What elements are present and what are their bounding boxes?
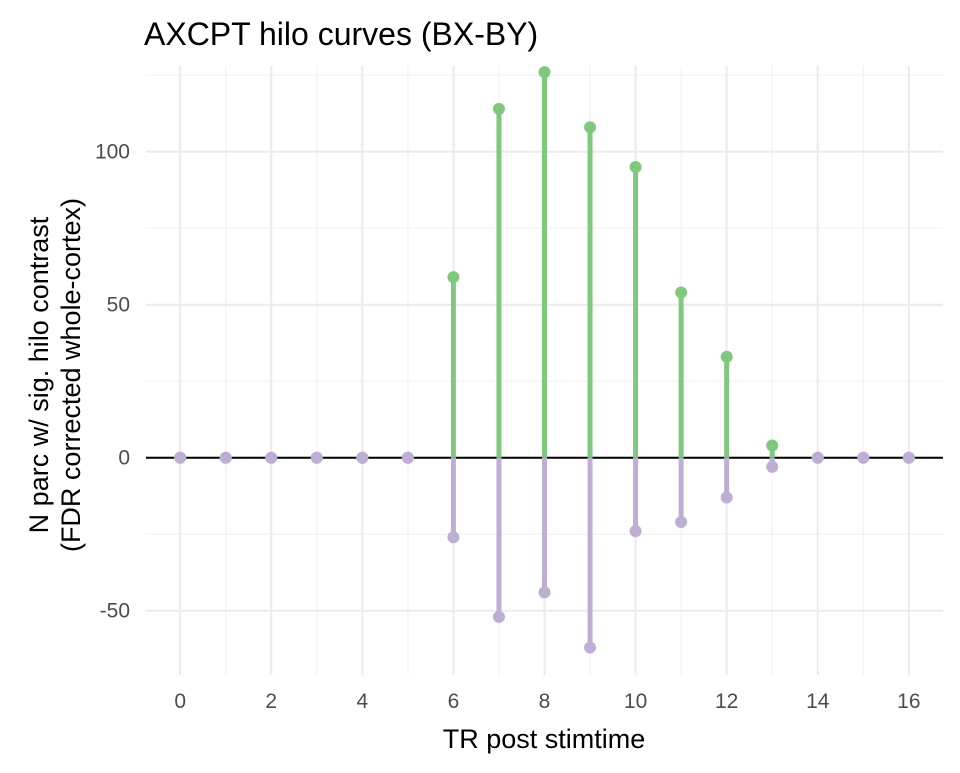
data-point	[584, 641, 597, 654]
series-1-stems	[450, 72, 775, 458]
data-point	[629, 525, 642, 538]
x-axis-tick-labels: 0 2 4 6 8 10 12 14 16	[174, 690, 920, 713]
y-tick-label: -50	[100, 600, 130, 623]
data-point	[356, 451, 369, 464]
y-tick-label: 0	[118, 447, 130, 470]
x-tick-label: 6	[448, 690, 460, 713]
data-point	[629, 160, 642, 173]
x-tick-label: 0	[174, 690, 186, 713]
x-tick-label: 8	[539, 690, 551, 713]
y-axis-tick-labels: -50 0 50 100	[95, 141, 130, 623]
data-point	[401, 451, 414, 464]
data-point	[492, 610, 505, 623]
data-point	[310, 451, 323, 464]
x-tick-label: 4	[356, 690, 368, 713]
chart-title: AXCPT hilo curves (BX-BY)	[144, 16, 538, 52]
y-axis-title-line-1: N parc w/ sig. hilo contrast	[24, 216, 54, 533]
data-point	[492, 102, 505, 115]
y-tick-label: 100	[95, 141, 130, 164]
data-point	[538, 66, 551, 79]
x-tick-label: 14	[806, 690, 830, 713]
data-point	[720, 350, 733, 363]
data-point	[720, 491, 733, 504]
data-point	[766, 439, 779, 452]
data-point	[811, 451, 824, 464]
x-tick-label: 2	[265, 690, 277, 713]
x-tick-label: 10	[624, 690, 647, 713]
y-tick-label: 50	[107, 294, 130, 317]
data-point	[447, 531, 460, 544]
x-tick-label: 12	[715, 690, 738, 713]
series-2-stems	[450, 457, 775, 648]
data-marks	[174, 66, 915, 654]
data-point	[447, 271, 460, 284]
data-point	[766, 460, 779, 473]
data-point	[219, 451, 232, 464]
y-axis-title-line-2: (FDR corrected whole-cortex)	[56, 198, 86, 552]
x-axis-title: TR post stimtime	[443, 724, 646, 754]
data-point	[584, 121, 597, 134]
data-point	[675, 515, 688, 528]
data-point	[675, 286, 688, 299]
series-2-points	[174, 451, 915, 654]
data-point	[902, 451, 915, 464]
data-point	[265, 451, 278, 464]
x-tick-label: 16	[897, 690, 920, 713]
data-point	[538, 586, 551, 599]
data-point	[174, 451, 187, 464]
data-point	[857, 451, 870, 464]
y-axis-title: N parc w/ sig. hilo contrast (FDR correc…	[24, 198, 86, 552]
